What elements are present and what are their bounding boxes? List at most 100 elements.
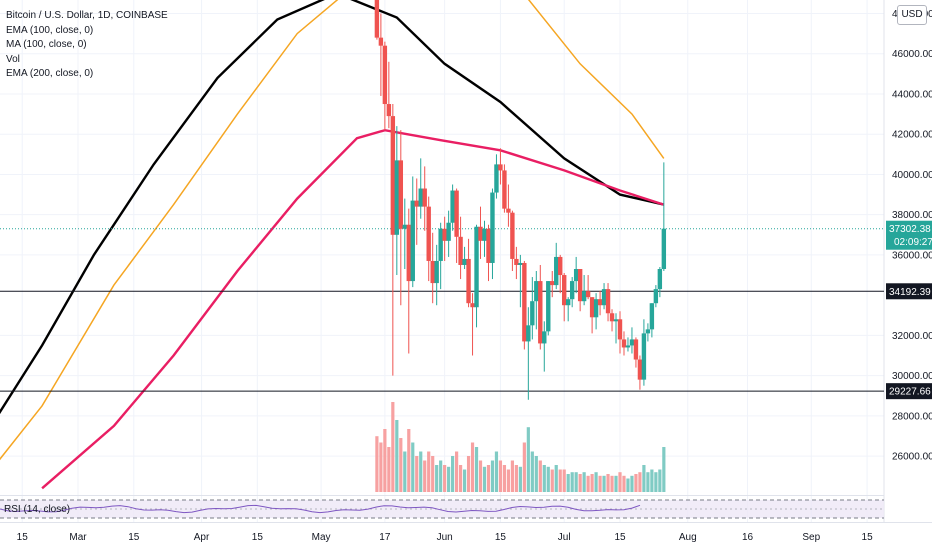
volume-bar [654,472,658,492]
price-tick-label: 38000.00 [892,210,932,221]
candle-body [585,291,591,298]
volume-bar [566,474,570,492]
volume-bar [490,460,495,492]
volume-bar [435,465,439,492]
candle-body [581,291,587,302]
candle-body [629,339,635,346]
candle-body [550,281,555,286]
candle-body [462,258,467,265]
volume-bar [590,474,594,492]
volume-bar [494,451,499,492]
ema100-line [0,0,665,415]
volume-bar [498,460,503,492]
candle-body [625,345,631,348]
candle-body [506,208,511,213]
candle-body [498,164,503,171]
volume-bar [403,451,407,492]
volume-bar [439,460,443,492]
volume-bar [474,447,479,492]
time-tick-label: Aug [679,532,697,543]
grid [0,0,884,522]
legend-vol: Vol [6,53,20,65]
level-tag-1 [886,383,932,400]
candle-body [394,160,400,235]
rsi-pane [0,499,884,519]
volume-bar [415,456,419,492]
candle-body [514,258,519,265]
time-axis: 15 Mar 15 Apr 15 May 17 Jun 15 Jul 15 Aug 16 Sep 15 [17,532,873,543]
candle-body [482,228,487,241]
volume-bar [642,465,646,492]
candles [374,0,667,400]
candle-body [374,0,380,38]
candle-body [534,281,539,302]
volume-bar [458,465,463,492]
time-tick-label: 15 [128,532,140,543]
time-tick-label: 15 [495,532,507,543]
candle-body [577,269,583,302]
volume-bar [570,472,574,492]
legend-ema100: EMA (100, close, 0) [6,24,94,36]
volume-bar [443,465,447,492]
candle-body [390,116,396,235]
volume-bar [562,469,566,492]
volume-bar [638,472,642,492]
volume-bar [630,475,634,492]
last-price-value: 37302.38 [889,224,931,235]
volume-bar [451,456,455,492]
time-tick-label: Sep [802,532,820,543]
candle-body [414,200,419,207]
volume-bar [379,442,383,492]
volume-bar [395,420,399,492]
candle-body [573,269,579,282]
candle-body [601,289,607,306]
candle-body [494,164,499,193]
candle-body [641,333,647,380]
volume-bar [482,466,487,492]
candle-body [406,224,411,282]
volume-bar [506,469,511,492]
volume-bar [470,442,475,492]
volume-bar [455,451,459,492]
volume-bar [387,447,391,492]
volume-bar [534,456,538,492]
candle-body [450,190,455,223]
level-tag-0 [886,283,932,300]
volume-bar [419,451,423,492]
ema200-line [41,128,665,490]
volume-bar [526,427,530,492]
candle-body [637,359,643,380]
candle-body [474,226,479,308]
candle-body [478,226,483,241]
candle-body [530,301,535,326]
volume-bar [594,472,598,492]
time-tick-label: Jun [437,532,453,543]
candle-body [486,228,491,263]
currency-button[interactable]: USD [897,5,927,25]
candle-body [593,299,599,318]
candle-body [382,45,388,105]
volume-bar [550,469,554,492]
volume-bar [407,429,411,492]
volume-bar [622,475,626,492]
last-price-tag [886,220,932,250]
candle-body [434,260,439,284]
price-tick-label: 26000.00 [892,452,932,463]
legend-title: Bitcoin / U.S. Dollar, 1D, COINBASE [6,10,168,21]
candle-body [569,281,575,300]
candle-body [617,319,623,340]
volume-bar [650,469,654,492]
candle-body [426,206,431,261]
candle-body [410,200,415,282]
candle-body [466,258,471,304]
candle-body [422,188,427,207]
rsi-label: RSI (14, close) [4,504,71,515]
candle-body [605,289,611,314]
candle-body [458,236,463,265]
candle-body [402,224,407,229]
last-price-countdown: 02:09:27 [894,237,932,248]
price-axis: 48000.0046000.0044000.0042000.0040000.00… [892,9,932,463]
candle-body [558,256,563,276]
candle-body [613,319,619,322]
